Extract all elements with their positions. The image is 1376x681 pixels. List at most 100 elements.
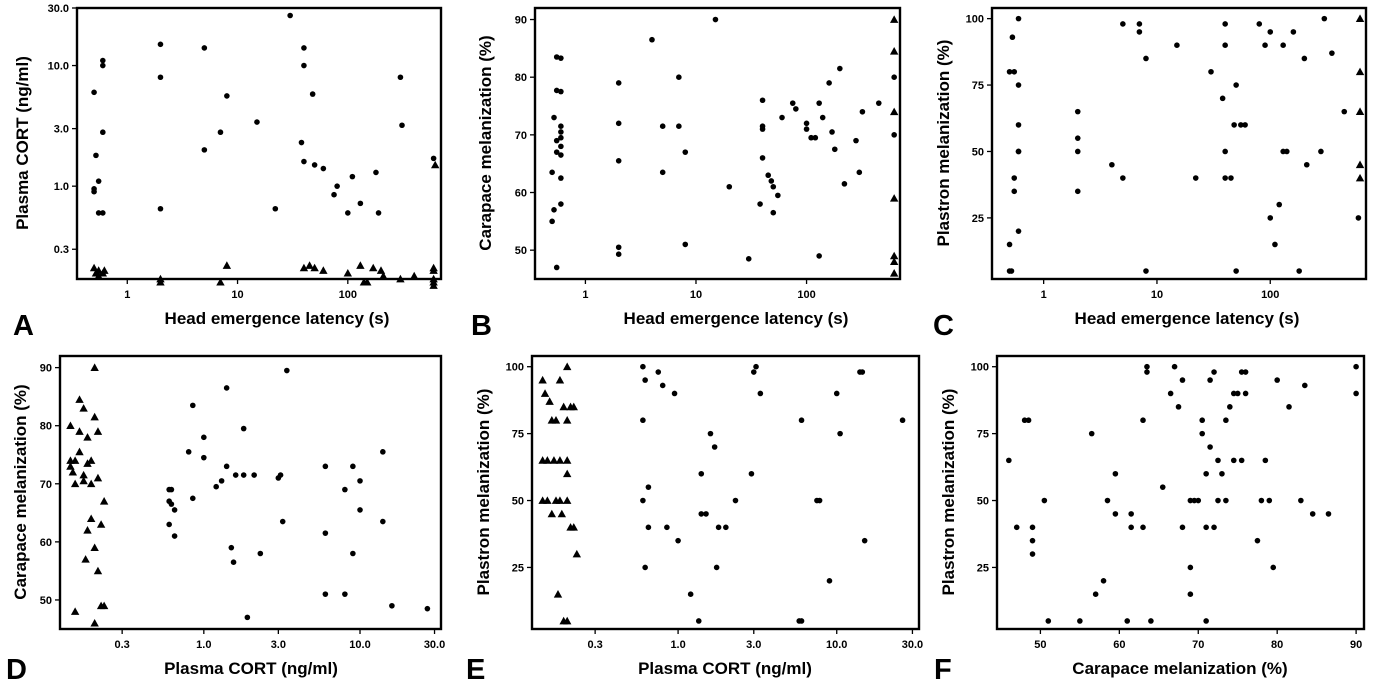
- x-tick-label: 10: [690, 289, 702, 301]
- circle-point: [1195, 497, 1202, 504]
- circle-point: [551, 207, 557, 213]
- circle-point: [279, 518, 286, 525]
- circle-point: [373, 169, 379, 176]
- circle-point: [1179, 377, 1186, 383]
- y-tick-label: 25: [512, 562, 524, 574]
- triangle-point: [81, 555, 90, 563]
- panel-e: 0.3 1.0 3.0 10.0 30.0 25 50 75 100 Plasma CORT …: [466, 354, 923, 681]
- circle-point: [1015, 228, 1022, 234]
- circle-point: [350, 550, 356, 557]
- circle-point: [891, 74, 897, 80]
- circle-point: [715, 524, 722, 531]
- x-tick-label: 30.0: [902, 639, 923, 651]
- circle-point: [1242, 122, 1248, 128]
- circle-point: [615, 80, 622, 86]
- triangle-point: [369, 263, 378, 272]
- circle-point: [829, 129, 835, 135]
- circle-point: [100, 129, 106, 136]
- circle-point: [640, 497, 646, 504]
- circle-point: [357, 507, 363, 513]
- circle-point: [213, 483, 219, 490]
- triangle-point: [100, 266, 109, 274]
- circle-point: [841, 181, 848, 187]
- circle-point: [1309, 511, 1316, 517]
- circle-point: [1301, 55, 1308, 62]
- circle-point: [1144, 363, 1150, 370]
- circle-point: [645, 484, 652, 490]
- circle-point: [95, 210, 102, 216]
- circle-point: [1128, 524, 1134, 531]
- y-axis-ticks: 25 50 75 100: [971, 362, 997, 574]
- x-tick-label: 1: [582, 289, 588, 301]
- circle-point: [201, 45, 208, 51]
- circle-point: [284, 367, 290, 374]
- circle-point: [649, 36, 655, 43]
- circle-point: [1179, 524, 1186, 531]
- circle-point: [712, 16, 719, 23]
- circle-point: [558, 88, 564, 95]
- circle-point: [322, 463, 329, 470]
- circle-point: [380, 449, 386, 455]
- circle-point: [301, 62, 307, 69]
- circle-point: [1272, 241, 1278, 248]
- x-tick-label: 30.0: [424, 639, 445, 651]
- circle-point: [342, 486, 348, 493]
- circle-point: [671, 390, 678, 397]
- triangle-point: [889, 107, 899, 116]
- triangle-point: [569, 402, 578, 411]
- circle-point: [1128, 511, 1134, 517]
- circle-point: [853, 137, 859, 144]
- circle-point: [1262, 457, 1269, 464]
- triangle-point: [99, 497, 109, 505]
- circle-point: [1298, 497, 1304, 504]
- circle-point: [1167, 390, 1174, 397]
- circle-point: [1303, 161, 1310, 168]
- circle-point: [1175, 404, 1182, 410]
- x-tick-label: 50: [1034, 639, 1046, 651]
- circle-point: [558, 134, 564, 141]
- circle-point: [1233, 82, 1239, 88]
- circle-point: [342, 591, 348, 597]
- triangle-point: [557, 509, 567, 518]
- circle-point: [695, 618, 702, 624]
- plot-frame: [530, 354, 921, 631]
- triangle-point: [569, 523, 578, 531]
- triangle-point: [562, 616, 572, 625]
- triangle-point: [70, 456, 80, 464]
- circle-point: [1074, 108, 1081, 115]
- circle-point: [698, 470, 705, 477]
- circle-point: [100, 210, 106, 216]
- y-tick-label: 1.0: [54, 181, 69, 193]
- circle-point: [277, 472, 284, 478]
- circle-point: [682, 241, 689, 248]
- triangle-point: [562, 362, 572, 371]
- y-axis-title: Carapace melanization (%): [11, 384, 30, 599]
- circle-point: [775, 192, 781, 199]
- y-tick-label: 75: [977, 429, 989, 441]
- circle-point: [1192, 175, 1199, 181]
- x-tick-label: 100: [339, 289, 357, 301]
- y-tick-label: 25: [977, 562, 989, 574]
- triangle-point: [549, 456, 559, 464]
- circle-point: [748, 470, 755, 477]
- circle-point: [1211, 524, 1217, 531]
- triangle-point: [1355, 160, 1365, 169]
- circle-point: [1077, 618, 1083, 624]
- plot-frame: [995, 354, 1366, 631]
- circle-point: [798, 417, 805, 424]
- circle-point: [837, 65, 843, 72]
- triangle-point: [545, 397, 554, 405]
- panel-d: 0.3 1.0 3.0 10.0 30.0 50 60 70 80 90 Plasma CORT…: [6, 354, 445, 681]
- triangle-point: [79, 470, 88, 479]
- circle-point: [1222, 42, 1228, 48]
- x-axis-ticks: 1 10 100: [124, 279, 357, 301]
- y-tick-label: 30.0: [48, 3, 69, 15]
- triangle-point: [1355, 14, 1365, 22]
- plot-frame: [533, 6, 902, 281]
- triangle-point: [889, 194, 899, 202]
- circle-point: [1266, 497, 1273, 504]
- circle-point: [1092, 591, 1099, 598]
- circle-point: [287, 12, 293, 19]
- circle-point: [1286, 404, 1292, 410]
